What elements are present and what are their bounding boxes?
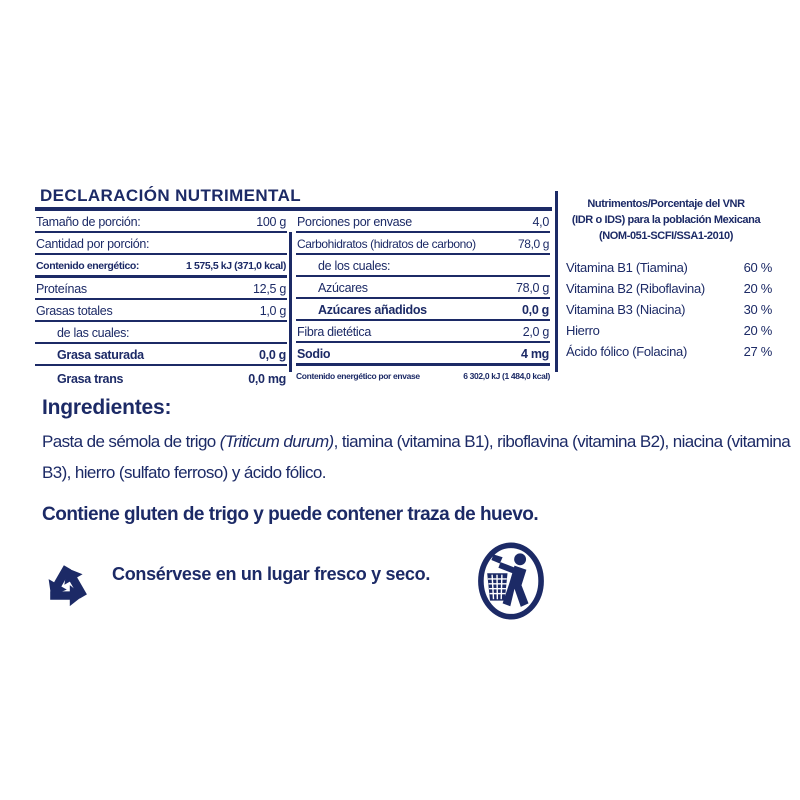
ingredients-latin-name: (Triticum durum) <box>219 432 334 451</box>
nutrient-value: 1,0 g <box>259 304 287 318</box>
vnr-nutrient-value: 20 % <box>743 281 773 296</box>
nutrient-value: 78,0 g <box>516 281 549 295</box>
vnr-nutrient-value: 27 % <box>743 344 773 359</box>
ingredients-text: Pasta de sémola de trigo (Triticum durum… <box>42 426 794 488</box>
nutrient-label: Sodio <box>297 347 331 361</box>
nutrient-label: Azúcares <box>318 281 368 295</box>
nutrition-row: Porciones por envase 4,0 <box>296 211 550 233</box>
vnr-row: Ácido fólico (Folacina) 27 % <box>566 341 772 362</box>
table-top-rule <box>35 207 552 211</box>
column-divider-line <box>289 232 292 372</box>
nutrition-row: Carbohidratos (hidratos de carbono) 78,0… <box>296 233 550 255</box>
nutrient-label: de los cuales: <box>318 259 391 273</box>
nutrient-label: Azúcares añadidos <box>318 303 427 317</box>
nutrition-row: Fibra dietética 2,0 g <box>296 321 550 343</box>
nutrition-row: Cantidad por porción: <box>35 233 287 255</box>
vnr-nutrient-label: Hierro <box>566 323 600 338</box>
nutrition-table-right-column: Porciones por envase 4,0 Carbohidratos (… <box>296 211 550 381</box>
vnr-nutrient-label: Ácido fólico (Folacina) <box>566 344 687 359</box>
nutrition-row: Tamaño de porción: 100 g <box>35 211 287 233</box>
nutrient-value: 2,0 g <box>522 325 550 339</box>
nutrient-value: 1 575,5 kJ (371,0 kcal) <box>186 260 286 272</box>
tidyman-icon <box>476 540 546 622</box>
nutrient-label: Carbohidratos (hidratos de carbono) <box>297 237 476 251</box>
energy-per-package-row: Contenido energético por envase 6 302,0 … <box>296 366 550 381</box>
vnr-panel-rows: Vitamina B1 (Tiamina) 60 % Vitamina B2 (… <box>566 257 772 362</box>
nutrient-label: Proteínas <box>36 282 87 296</box>
nutrition-row: Azúcares 78,0 g <box>296 277 550 299</box>
allergen-statement: Contiene gluten de trigo y puede contene… <box>42 504 539 525</box>
nutrition-row: Contenido energético: 1 575,5 kJ (371,0 … <box>35 255 287 278</box>
nutrient-value: 0,0 mg <box>248 372 286 386</box>
vnr-header-line: Nutrimentos/Porcentaje del VNR <box>587 198 745 210</box>
vnr-header-line: (NOM-051-SCFI/SSA1-2010) <box>598 230 734 242</box>
ingredients-heading: Ingredientes: <box>42 396 172 419</box>
nutrition-table-left-column: Tamaño de porción: 100 g Cantidad por po… <box>35 211 287 388</box>
recycle-icon <box>32 547 102 619</box>
nutrition-row: Grasas totales 1,0 g <box>35 300 287 322</box>
vnr-nutrient-label: Vitamina B2 (Riboflavina) <box>566 281 705 296</box>
nutrient-label: Contenido energético: <box>36 260 140 272</box>
vnr-nutrient-value: 30 % <box>743 302 773 317</box>
nutrition-row: Proteínas 12,5 g <box>35 278 287 300</box>
vnr-nutrient-label: Vitamina B1 (Tiamina) <box>566 260 688 275</box>
nutrient-value: 78,0 g <box>518 237 549 251</box>
vnr-row: Vitamina B2 (Riboflavina) 20 % <box>566 278 772 299</box>
nutrient-value: 4,0 <box>532 215 550 229</box>
nutrient-label: Grasas totales <box>36 304 113 318</box>
nutrition-row: Sodio 4 mg <box>296 343 550 366</box>
nutrition-row: Grasa saturada 0,0 g <box>35 344 287 366</box>
vnr-row: Vitamina B3 (Niacina) 30 % <box>566 299 772 320</box>
vnr-row: Vitamina B1 (Tiamina) 60 % <box>566 257 772 278</box>
energy-per-package-label: Contenido energético por envase <box>296 371 420 381</box>
nutrient-label: Tamaño de porción: <box>36 215 141 229</box>
vnr-header-line: (IDR o IDS) para la población Mexicana <box>571 214 761 226</box>
nutrient-label: Grasa saturada <box>57 348 144 362</box>
vnr-nutrient-label: Vitamina B3 (Niacina) <box>566 302 686 317</box>
storage-statement: Consérvese en un lugar fresco y seco. <box>112 564 431 584</box>
nutrient-label: Porciones por envase <box>297 215 412 229</box>
vnr-nutrient-value: 60 % <box>743 260 773 275</box>
nutrient-value: 0,0 g <box>259 348 286 362</box>
nutrition-row: de los cuales: <box>296 255 550 277</box>
nutrition-row: Grasa trans 0,0 mg <box>35 366 287 388</box>
nutrient-value: 0,0 g <box>522 303 549 317</box>
vnr-panel-header: Nutrimentos/Porcentaje del VNR (IDR o ID… <box>558 196 774 244</box>
vnr-divider-line <box>555 191 558 372</box>
ingredients-text-part: , tiamina (vitamina B1), riboflavina (vi… <box>42 432 791 482</box>
nutrient-value: 100 g <box>256 215 286 229</box>
nutrient-value: 4 mg <box>521 347 549 361</box>
ingredients-text-part: Pasta de sémola de trigo <box>42 432 220 451</box>
nutrition-row: de las cuales: <box>35 322 287 344</box>
nutrient-label: Grasa trans <box>57 372 124 386</box>
nutrient-label: Fibra dietética <box>297 325 372 339</box>
vnr-nutrient-value: 20 % <box>743 323 773 338</box>
nutrition-row: Azúcares añadidos 0,0 g <box>296 299 550 321</box>
energy-per-package-value: 6 302,0 kJ (1 484,0 kcal) <box>463 371 550 381</box>
nutrition-table-title: DECLARACIÓN NUTRIMENTAL <box>40 186 302 205</box>
nutrient-label: de las cuales: <box>57 326 130 340</box>
nutrient-value: 12,5 g <box>253 282 286 296</box>
vnr-row: Hierro 20 % <box>566 320 772 341</box>
nutrient-label: Cantidad por porción: <box>36 237 150 251</box>
